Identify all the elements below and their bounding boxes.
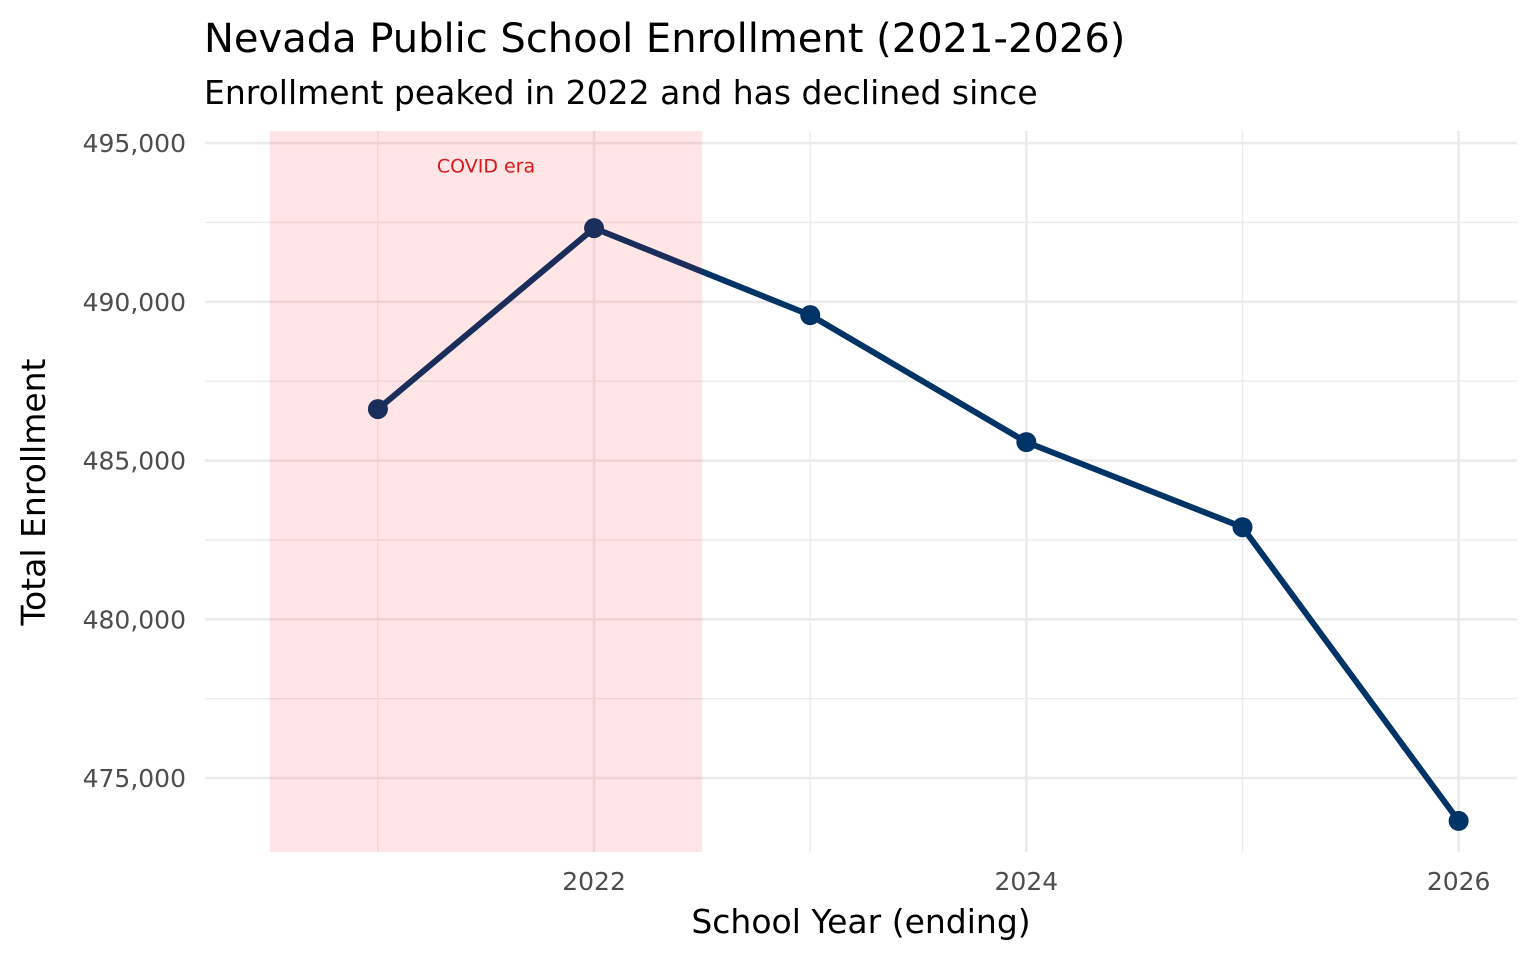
y-tick-label: 495,000 xyxy=(83,129,186,158)
data-point xyxy=(800,305,821,326)
covid-era-annotation: COVID era xyxy=(437,155,535,177)
data-point xyxy=(1232,517,1253,538)
chart-subtitle: Enrollment peaked in 2022 and has declin… xyxy=(204,73,1038,112)
data-point xyxy=(1016,432,1037,453)
x-tick-label: 2022 xyxy=(562,867,626,896)
line-series xyxy=(367,218,1469,831)
data-point xyxy=(1448,810,1469,831)
y-axis-label: Total Enrollment xyxy=(14,358,53,626)
gridlines xyxy=(205,131,1517,852)
x-tick-label: 2026 xyxy=(1427,867,1491,896)
y-tick-label: 475,000 xyxy=(83,764,186,793)
chart-title: Nevada Public School Enrollment (2021-20… xyxy=(204,16,1125,62)
data-point xyxy=(584,218,605,239)
x-tick-label: 2024 xyxy=(995,867,1059,896)
x-axis-ticks: 2022 2024 2026 xyxy=(562,867,1490,896)
series-line xyxy=(375,225,1462,823)
y-tick-label: 485,000 xyxy=(83,447,186,476)
x-axis-label: School Year (ending) xyxy=(691,902,1030,941)
data-point xyxy=(367,399,388,420)
covid-era-shaded-region xyxy=(269,131,703,852)
y-tick-label: 490,000 xyxy=(83,288,186,317)
y-axis-ticks: 475,000 480,000 485,000 490,000 495,000 xyxy=(83,129,186,793)
y-tick-label: 480,000 xyxy=(83,605,186,634)
